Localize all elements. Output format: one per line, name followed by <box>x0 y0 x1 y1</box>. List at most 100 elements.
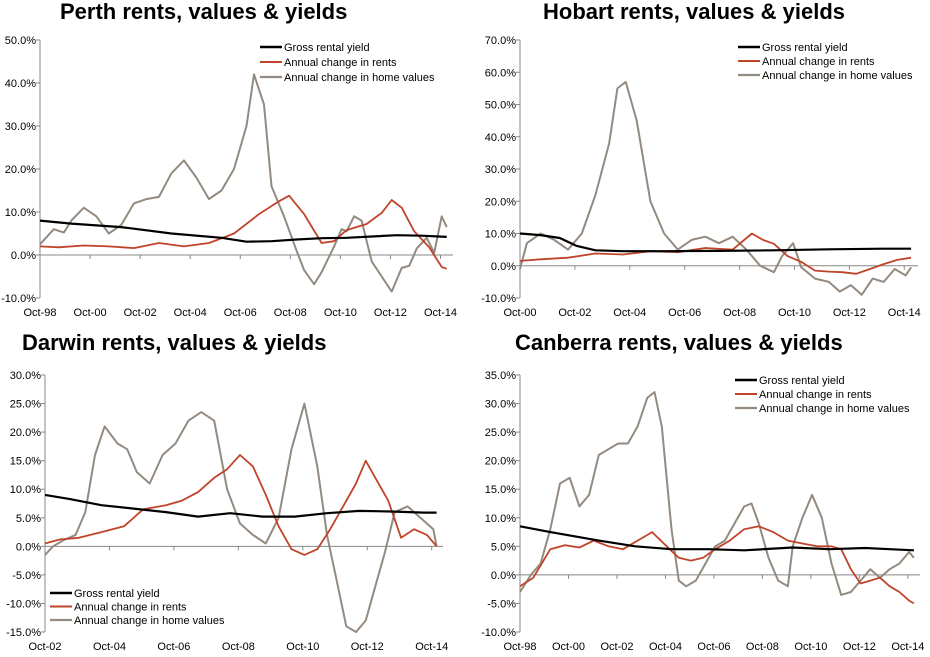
x-tick-label: Oct-00 <box>503 307 536 319</box>
y-tick-label: -10.0% <box>481 293 516 305</box>
chart-title: Canberra rents, values & yields <box>515 330 843 355</box>
series-line-1 <box>39 194 448 270</box>
series-line-0 <box>39 219 447 243</box>
series-line-0 <box>519 525 914 552</box>
legend-label: Annual change in rents <box>762 56 875 68</box>
y-tick-label: 20.0% <box>10 427 41 439</box>
canberra-plot: -10.0% -5.0% 0.0% 5.0% 10.0% 15.0% 20.0% 25.0% 3… <box>481 370 924 653</box>
legend-label: Gross rental yield <box>284 42 370 54</box>
legend-label: Gross rental yield <box>762 42 848 54</box>
y-tick-label: 20.0% <box>5 164 36 176</box>
legend-label: Annual change in rents <box>284 57 397 69</box>
legend-label: Annual change in home values <box>759 403 910 415</box>
y-tick-label: 25.0% <box>485 427 516 439</box>
x-tick-label: Oct-04 <box>613 307 646 319</box>
series-line-2 <box>39 73 448 293</box>
y-tick-label: -10.0% <box>481 627 516 639</box>
x-tick-label: Oct-04 <box>649 641 682 653</box>
canberra-chart: Canberra rents, values & yields -10.0% -5… <box>465 328 930 657</box>
x-tick-label: Oct-10 <box>324 307 357 319</box>
y-tick-label: 40.0% <box>5 78 36 90</box>
y-tick-label: 0.0% <box>11 250 36 262</box>
y-tick-label: 5.0% <box>16 513 41 525</box>
y-tick-label: 0.0% <box>491 261 516 273</box>
x-tick-label: Oct-12 <box>843 641 876 653</box>
y-tick-label: 30.0% <box>485 399 516 411</box>
x-tick-label: Oct-14 <box>888 307 921 319</box>
x-tick-label: Oct-02 <box>600 641 633 653</box>
x-tick-label: Oct-08 <box>222 641 255 653</box>
x-tick-label: Oct-04 <box>93 641 126 653</box>
chart-title: Hobart rents, values & yields <box>543 0 845 24</box>
y-tick-label: 0.0% <box>491 570 516 582</box>
perth-plot: -10.0% 0.0% 10.0% 20.0% 30.0% 40.0% 50.0% Oct-9… <box>1 35 457 319</box>
x-tick-label: Oct-10 <box>778 307 811 319</box>
x-tick-label: Oct-14 <box>415 641 448 653</box>
legend-label: Annual change in rents <box>74 602 187 614</box>
series-line-1 <box>519 525 915 605</box>
x-tick-label: Oct-12 <box>351 641 384 653</box>
y-tick-label: 15.0% <box>10 456 41 468</box>
x-tick-label: Oct-10 <box>794 641 827 653</box>
legend-label: Gross rental yield <box>74 588 160 600</box>
x-tick-label: Oct-04 <box>174 307 207 319</box>
series-line-2 <box>44 402 438 633</box>
x-tick-label: Oct-00 <box>74 307 107 319</box>
y-tick-label: -15.0% <box>6 627 41 639</box>
chart-title: Perth rents, values & yields <box>60 0 348 24</box>
y-tick-label: 50.0% <box>5 35 36 47</box>
y-tick-label: 10.0% <box>5 207 36 219</box>
x-tick-label: Oct-14 <box>891 641 924 653</box>
x-tick-label: Oct-98 <box>503 641 536 653</box>
y-tick-label: 30.0% <box>485 164 516 176</box>
legend-label: Annual change in home values <box>284 72 435 84</box>
y-tick-label: 10.0% <box>485 229 516 241</box>
y-tick-label: 30.0% <box>5 121 36 133</box>
y-tick-label: 15.0% <box>485 484 516 496</box>
x-tick-label: Oct-02 <box>28 641 61 653</box>
x-tick-label: Oct-02 <box>558 307 591 319</box>
y-tick-label: 0.0% <box>16 541 41 553</box>
legend-label: Gross rental yield <box>759 375 845 387</box>
legend-label: Annual change in home values <box>762 70 913 82</box>
series-line-0 <box>44 493 437 518</box>
x-tick-label: Oct-06 <box>697 641 730 653</box>
x-tick-label: Oct-14 <box>424 307 457 319</box>
hobart-plot: -10.0% 0.0% 10.0% 20.0% 30.0% 40.0% 50.0% 60.0%… <box>481 35 921 319</box>
y-tick-label: 40.0% <box>485 132 516 144</box>
x-tick-label: Oct-02 <box>124 307 157 319</box>
x-tick-label: Oct-06 <box>157 641 190 653</box>
y-tick-label: 70.0% <box>485 35 516 47</box>
legend-label: Annual change in home values <box>74 615 225 627</box>
y-tick-label: 50.0% <box>485 100 516 112</box>
y-tick-label: 20.0% <box>485 196 516 208</box>
y-tick-label: 10.0% <box>485 513 516 525</box>
hobart-chart: Hobart rents, values & yields -10.0% 0.0%… <box>465 0 930 328</box>
series-line-2 <box>519 391 915 596</box>
y-tick-label: 5.0% <box>491 541 516 553</box>
series-line-1 <box>44 454 438 556</box>
x-tick-label: Oct-06 <box>668 307 701 319</box>
x-tick-label: Oct-12 <box>833 307 866 319</box>
y-tick-label: 25.0% <box>10 399 41 411</box>
y-tick-label: -5.0% <box>487 598 516 610</box>
series-line-2 <box>519 80 912 296</box>
series-line-1 <box>519 232 912 275</box>
series-line-0 <box>519 232 912 253</box>
x-tick-label: Oct-06 <box>224 307 257 319</box>
x-tick-label: Oct-00 <box>552 641 585 653</box>
y-tick-label: -10.0% <box>6 598 41 610</box>
x-tick-label: Oct-08 <box>274 307 307 319</box>
x-tick-label: Oct-12 <box>374 307 407 319</box>
x-tick-label: Oct-98 <box>23 307 56 319</box>
y-tick-label: 35.0% <box>485 370 516 382</box>
darwin-plot: -15.0% -10.0% -5.0% 0.0% 5.0% 10.0% 15.0% 20.0%… <box>6 370 448 653</box>
darwin-chart: Darwin rents, values & yields -15.0% -10.… <box>0 328 465 657</box>
y-tick-label: 20.0% <box>485 456 516 468</box>
legend-label: Annual change in rents <box>759 389 872 401</box>
y-tick-label: -5.0% <box>12 570 41 582</box>
x-tick-label: Oct-08 <box>746 641 779 653</box>
y-tick-label: 30.0% <box>10 370 41 382</box>
y-tick-label: -10.0% <box>1 293 36 305</box>
y-tick-label: 10.0% <box>10 484 41 496</box>
